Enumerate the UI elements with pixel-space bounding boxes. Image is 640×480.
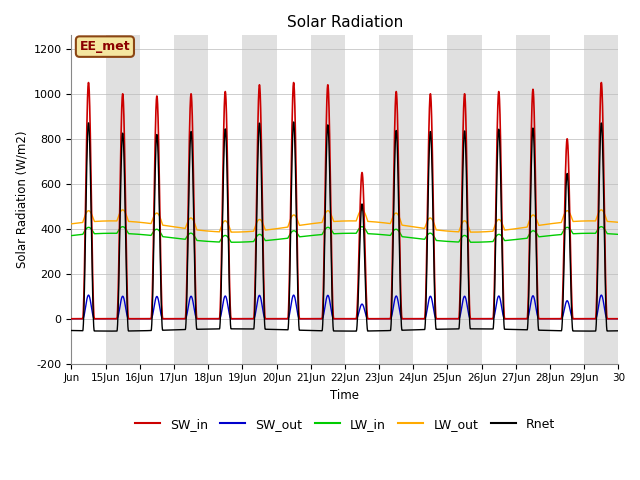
LW_in bbox=[395, 228, 403, 234]
Bar bbox=[311, 36, 345, 364]
LW_out bbox=[119, 207, 127, 213]
SW_in bbox=[365, 316, 373, 322]
LW_out bbox=[614, 219, 622, 225]
SW_out bbox=[614, 316, 622, 322]
Line: Rnet: Rnet bbox=[72, 122, 618, 331]
Bar bbox=[447, 36, 482, 364]
SW_in bbox=[181, 316, 189, 322]
Rnet bbox=[68, 328, 76, 334]
Rnet bbox=[290, 119, 298, 125]
Rnet bbox=[395, 200, 403, 205]
SW_out bbox=[181, 316, 189, 322]
SW_out bbox=[495, 293, 503, 299]
SW_in bbox=[522, 316, 529, 322]
LW_out bbox=[68, 221, 76, 227]
SW_in bbox=[614, 316, 622, 322]
SW_out bbox=[395, 300, 403, 306]
LW_in bbox=[495, 231, 503, 237]
LW_out bbox=[522, 224, 530, 230]
Rnet bbox=[536, 327, 544, 333]
Rnet bbox=[495, 127, 503, 133]
Rnet bbox=[365, 328, 373, 334]
Legend: SW_in, SW_out, LW_in, LW_out, Rnet: SW_in, SW_out, LW_in, LW_out, Rnet bbox=[130, 413, 560, 436]
Bar bbox=[584, 36, 618, 364]
LW_in bbox=[365, 231, 373, 237]
Line: LW_in: LW_in bbox=[72, 227, 618, 242]
SW_in bbox=[68, 316, 76, 322]
Bar bbox=[379, 36, 413, 364]
Rnet bbox=[181, 327, 189, 333]
Bar bbox=[243, 36, 276, 364]
SW_out bbox=[365, 316, 373, 322]
X-axis label: Time: Time bbox=[330, 389, 360, 402]
LW_out bbox=[181, 226, 189, 231]
Y-axis label: Solar Radiation (W/m2): Solar Radiation (W/m2) bbox=[15, 131, 28, 268]
Bar bbox=[106, 36, 140, 364]
Bar bbox=[174, 36, 208, 364]
LW_in bbox=[181, 236, 189, 242]
Text: EE_met: EE_met bbox=[79, 40, 130, 53]
LW_in bbox=[119, 224, 127, 229]
Line: SW_in: SW_in bbox=[72, 83, 618, 319]
SW_out bbox=[68, 316, 76, 322]
SW_in bbox=[536, 316, 544, 322]
LW_in bbox=[68, 233, 76, 239]
SW_out bbox=[536, 316, 544, 322]
LW_out bbox=[536, 222, 544, 228]
Bar bbox=[516, 36, 550, 364]
Rnet bbox=[614, 328, 622, 334]
LW_in bbox=[614, 231, 622, 237]
Title: Solar Radiation: Solar Radiation bbox=[287, 15, 403, 30]
LW_in bbox=[228, 240, 236, 245]
SW_out bbox=[84, 292, 92, 298]
LW_out bbox=[395, 213, 403, 218]
LW_in bbox=[536, 234, 544, 240]
SW_out bbox=[522, 316, 529, 322]
Rnet bbox=[522, 327, 530, 333]
SW_in bbox=[395, 163, 403, 169]
LW_out bbox=[495, 216, 503, 222]
LW_in bbox=[522, 236, 530, 241]
Line: SW_out: SW_out bbox=[72, 295, 618, 319]
Rnet bbox=[353, 328, 360, 334]
LW_out bbox=[228, 229, 236, 235]
SW_in bbox=[495, 89, 503, 95]
LW_out bbox=[365, 218, 373, 224]
Line: LW_out: LW_out bbox=[72, 210, 618, 232]
SW_in bbox=[84, 80, 92, 85]
